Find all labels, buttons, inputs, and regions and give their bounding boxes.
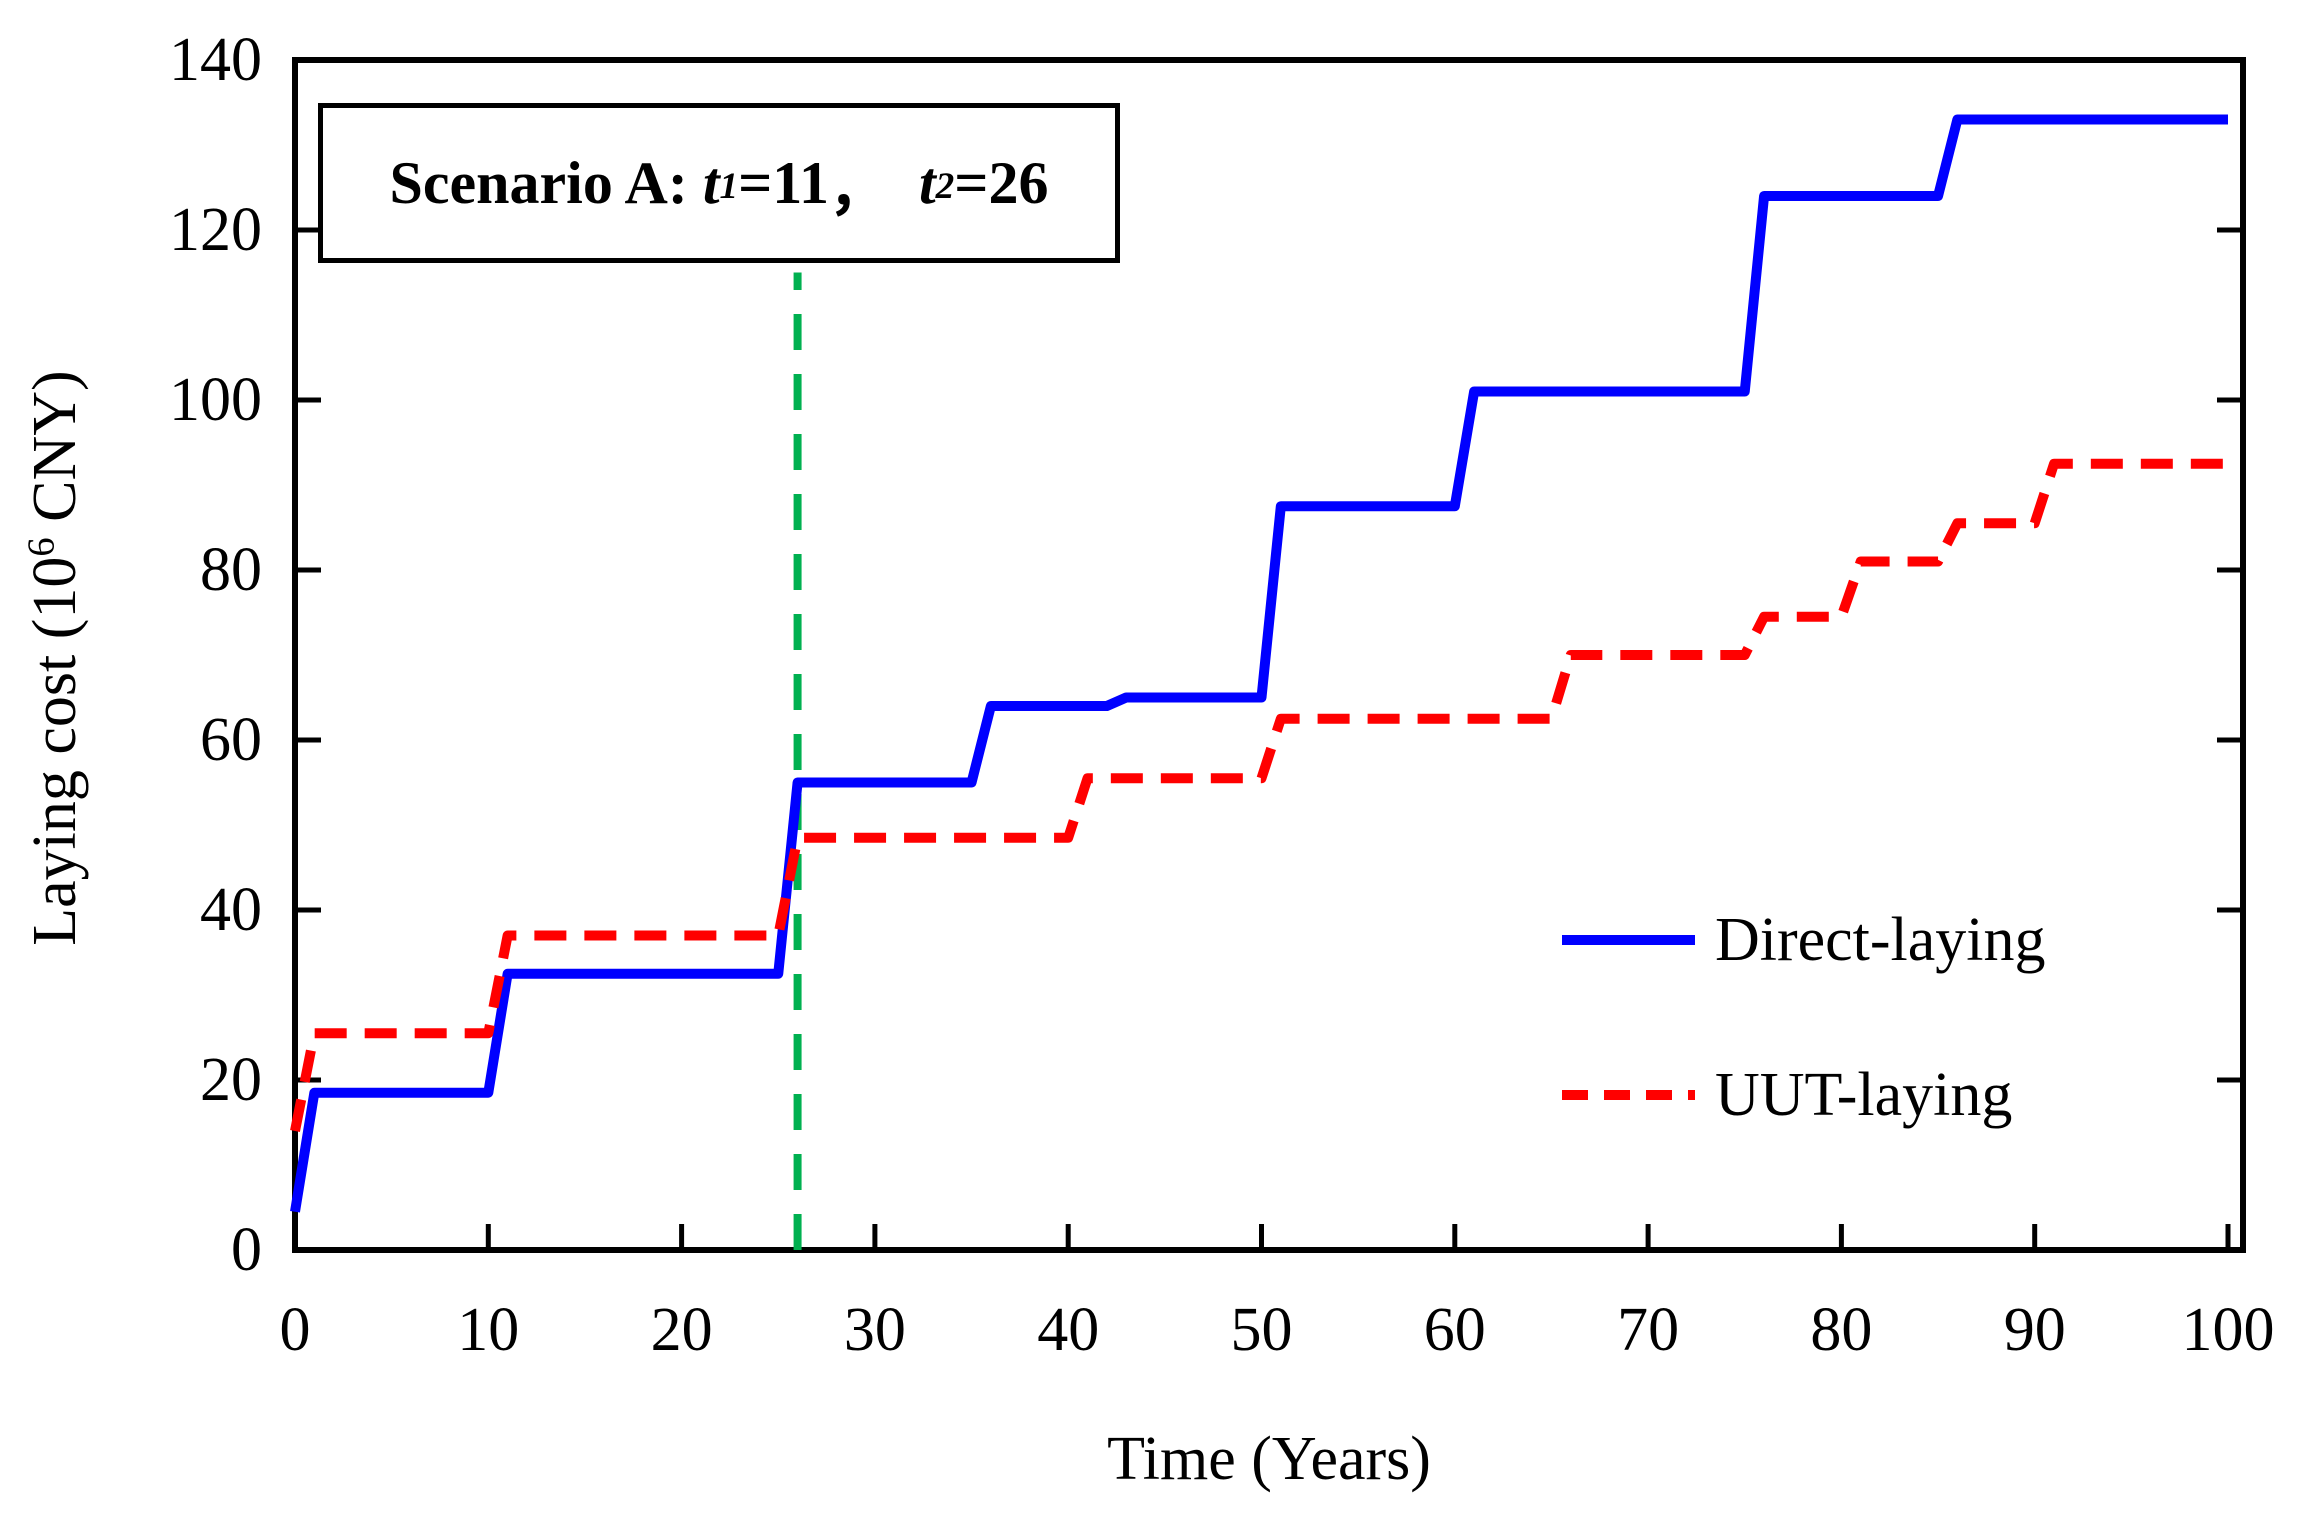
- x-tick-label: 10: [457, 1296, 520, 1364]
- y-tick-label: 80: [200, 536, 262, 604]
- t1-variable: t: [702, 149, 720, 216]
- x-tick-label: 70: [1617, 1296, 1680, 1364]
- t1-value: =11: [738, 149, 829, 216]
- x-tick-label: 90: [2003, 1296, 2066, 1364]
- scenario-annotation-box: Scenario A: t 1 =11， t 2 =26: [318, 103, 1120, 263]
- y-tick-label: 0: [231, 1216, 262, 1284]
- t2-variable: t: [919, 149, 936, 216]
- direct-laying-line-sample: [1562, 935, 1695, 945]
- x-tick-label: 30: [843, 1296, 906, 1364]
- y-tick-label: 60: [200, 706, 262, 774]
- x-tick-label: 20: [650, 1296, 713, 1364]
- legend-label-direct-laying: Direct-laying: [1715, 906, 2046, 974]
- legend-item-uut-laying: UUT-laying: [1562, 1059, 2012, 1131]
- series-line-direct-laying: [290, 114, 2228, 1213]
- y-tick-label: 40: [200, 876, 262, 944]
- y-axis-title: Laying cost (106 CNY): [20, 208, 90, 1108]
- plot-frame: [292, 57, 2246, 1253]
- x-tick-label: 80: [1810, 1296, 1873, 1364]
- y-tick-label: 20: [200, 1046, 262, 1114]
- t2-value: =26: [954, 149, 1049, 216]
- legend-item-direct-laying: Direct-laying: [1562, 904, 2046, 976]
- x-tick-label: 60: [1423, 1296, 1486, 1364]
- y-axis-title-unit: CNY): [21, 370, 89, 538]
- y-tick-label: 140: [169, 26, 262, 94]
- y-axis-title-text: Laying cost (10: [21, 556, 89, 946]
- x-tick-label: 100: [2181, 1296, 2275, 1364]
- uut-laying-line-sample: [1562, 1090, 1695, 1100]
- y-tick-label: 100: [169, 366, 262, 434]
- series-line-uut-laying: [290, 458, 2228, 1132]
- x-axis-title: Time (Years): [1107, 1425, 1431, 1493]
- y-axis-title-superscript: 6: [20, 537, 63, 557]
- x-tick-label: 50: [1230, 1296, 1293, 1364]
- x-tick-label: 40: [1037, 1296, 1100, 1364]
- y-tick-label: 120: [169, 196, 262, 264]
- scenario-label: Scenario A:: [389, 149, 703, 216]
- x-tick-label: 0: [279, 1296, 311, 1364]
- annotation-comma: ，: [829, 155, 889, 222]
- legend-label-uut-laying: UUT-laying: [1715, 1061, 2013, 1129]
